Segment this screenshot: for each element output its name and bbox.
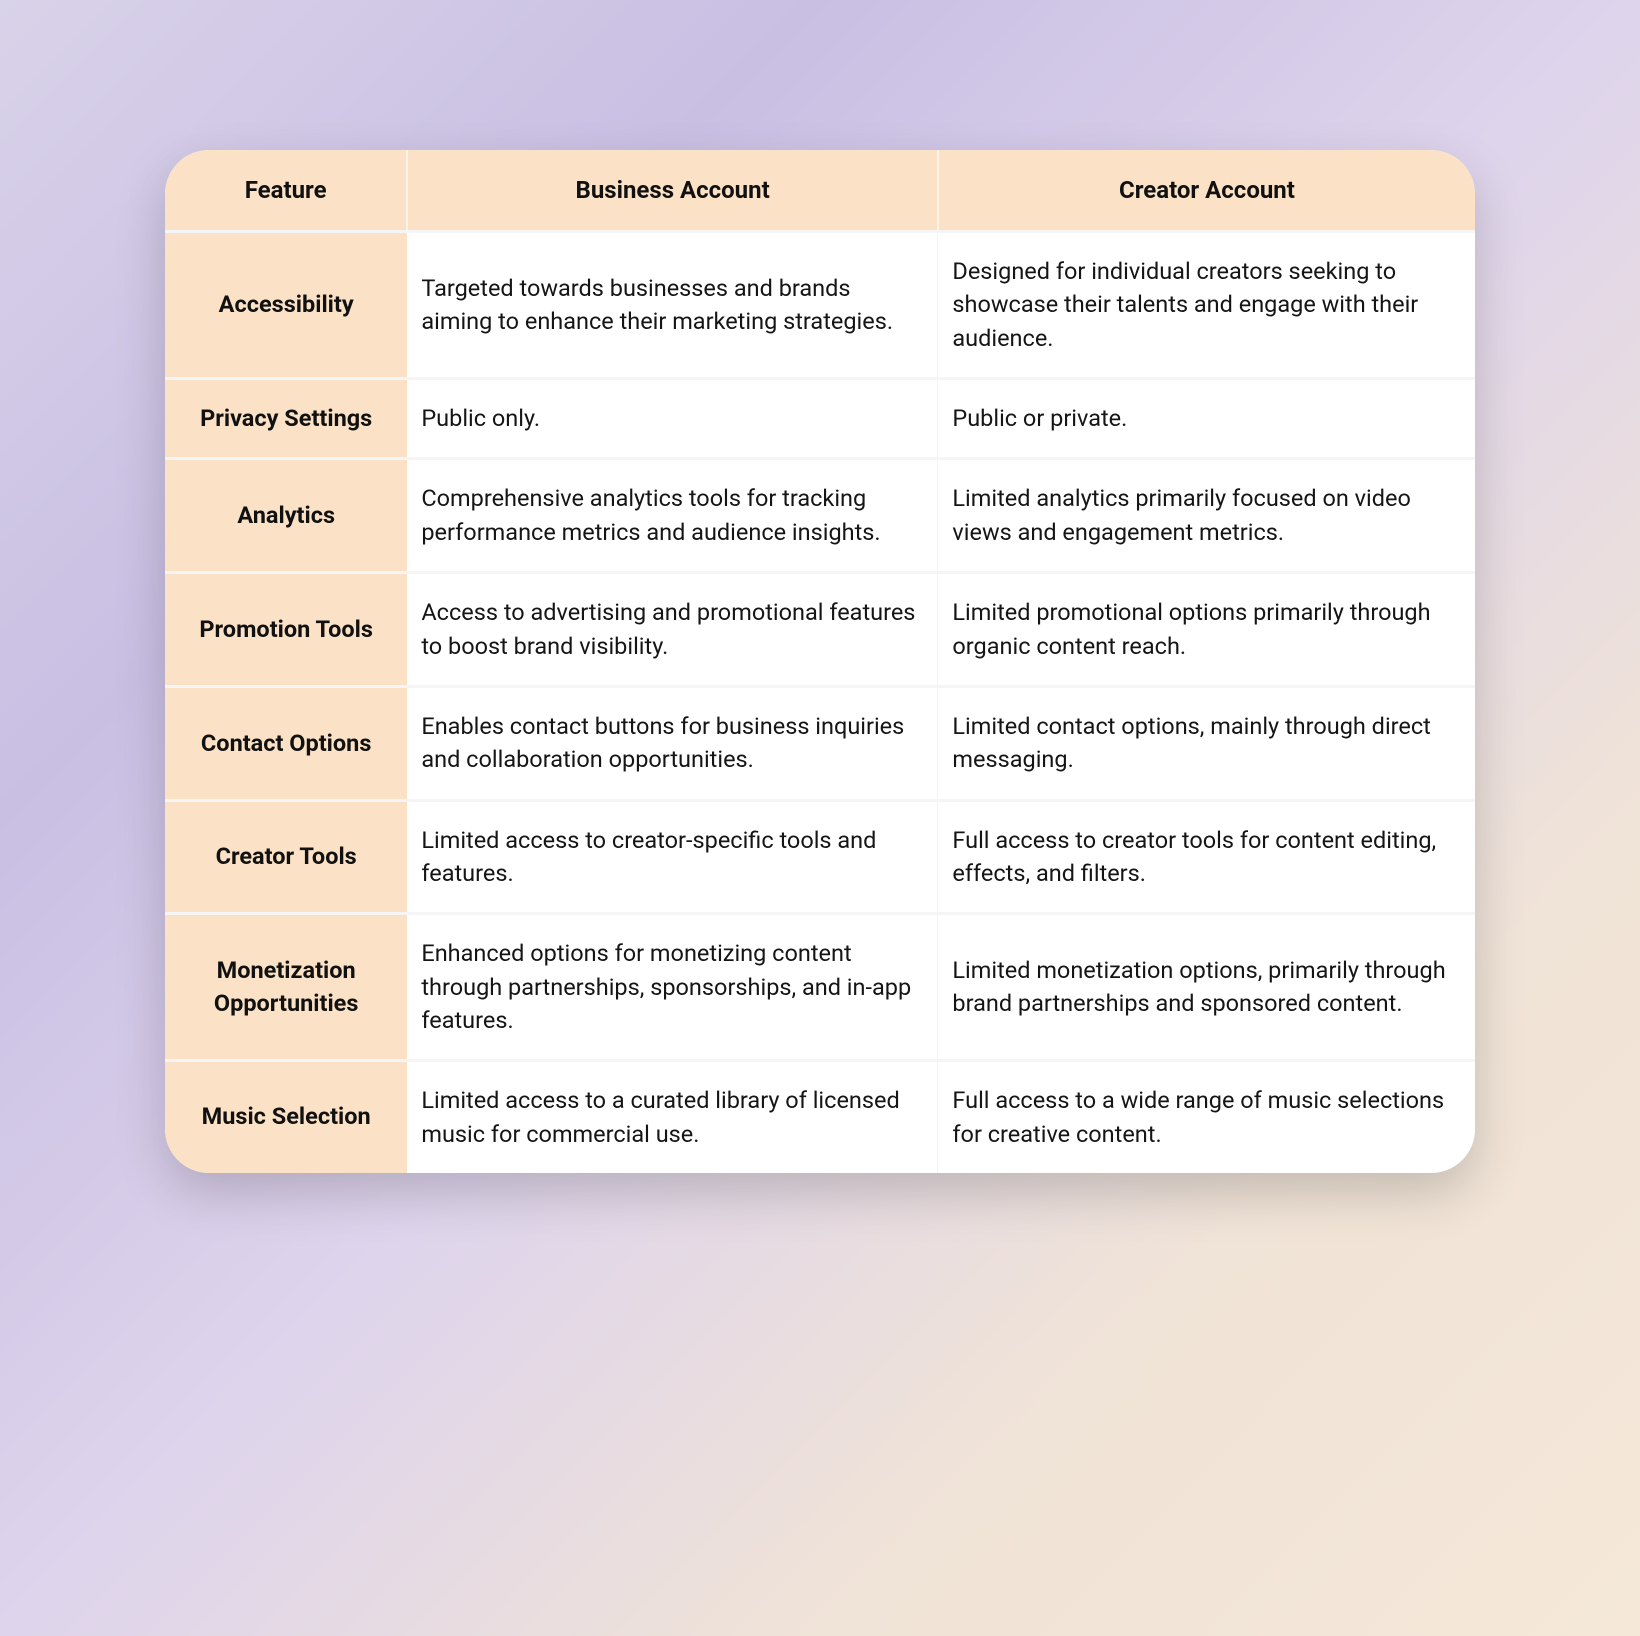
table-header-row: Feature Business Account Creator Account: [165, 150, 1475, 232]
business-cell: Access to advertising and promotional fe…: [407, 573, 938, 687]
col-header-feature: Feature: [165, 150, 407, 232]
table-row: Creator ToolsLimited access to creator-s…: [165, 800, 1475, 914]
business-cell: Limited access to creator-specific tools…: [407, 800, 938, 914]
feature-cell: Privacy Settings: [165, 379, 407, 459]
business-cell: Public only.: [407, 379, 938, 459]
comparison-table: Feature Business Account Creator Account…: [165, 150, 1475, 1173]
table-row: AnalyticsComprehensive analytics tools f…: [165, 459, 1475, 573]
feature-cell: Contact Options: [165, 686, 407, 800]
table-row: Promotion ToolsAccess to advertising and…: [165, 573, 1475, 687]
business-cell: Enhanced options for monetizing content …: [407, 914, 938, 1061]
creator-cell: Full access to a wide range of music sel…: [938, 1061, 1475, 1173]
creator-cell: Public or private.: [938, 379, 1475, 459]
creator-cell: Limited monetization options, primarily …: [938, 914, 1475, 1061]
feature-cell: Analytics: [165, 459, 407, 573]
business-cell: Targeted towards businesses and brands a…: [407, 232, 938, 379]
col-header-business: Business Account: [407, 150, 938, 232]
table-row: Contact OptionsEnables contact buttons f…: [165, 686, 1475, 800]
business-cell: Enables contact buttons for business inq…: [407, 686, 938, 800]
feature-cell: Creator Tools: [165, 800, 407, 914]
table-row: Monetization OpportunitiesEnhanced optio…: [165, 914, 1475, 1061]
feature-cell: Monetization Opportunities: [165, 914, 407, 1061]
comparison-card: Feature Business Account Creator Account…: [165, 150, 1475, 1173]
table-row: Privacy SettingsPublic only.Public or pr…: [165, 379, 1475, 459]
creator-cell: Full access to creator tools for content…: [938, 800, 1475, 914]
feature-cell: Music Selection: [165, 1061, 407, 1173]
creator-cell: Limited analytics primarily focused on v…: [938, 459, 1475, 573]
feature-cell: Accessibility: [165, 232, 407, 379]
feature-cell: Promotion Tools: [165, 573, 407, 687]
table-row: Music SelectionLimited access to a curat…: [165, 1061, 1475, 1173]
table-row: AccessibilityTargeted towards businesses…: [165, 232, 1475, 379]
col-header-creator: Creator Account: [938, 150, 1475, 232]
creator-cell: Designed for individual creators seeking…: [938, 232, 1475, 379]
business-cell: Comprehensive analytics tools for tracki…: [407, 459, 938, 573]
business-cell: Limited access to a curated library of l…: [407, 1061, 938, 1173]
creator-cell: Limited promotional options primarily th…: [938, 573, 1475, 687]
creator-cell: Limited contact options, mainly through …: [938, 686, 1475, 800]
